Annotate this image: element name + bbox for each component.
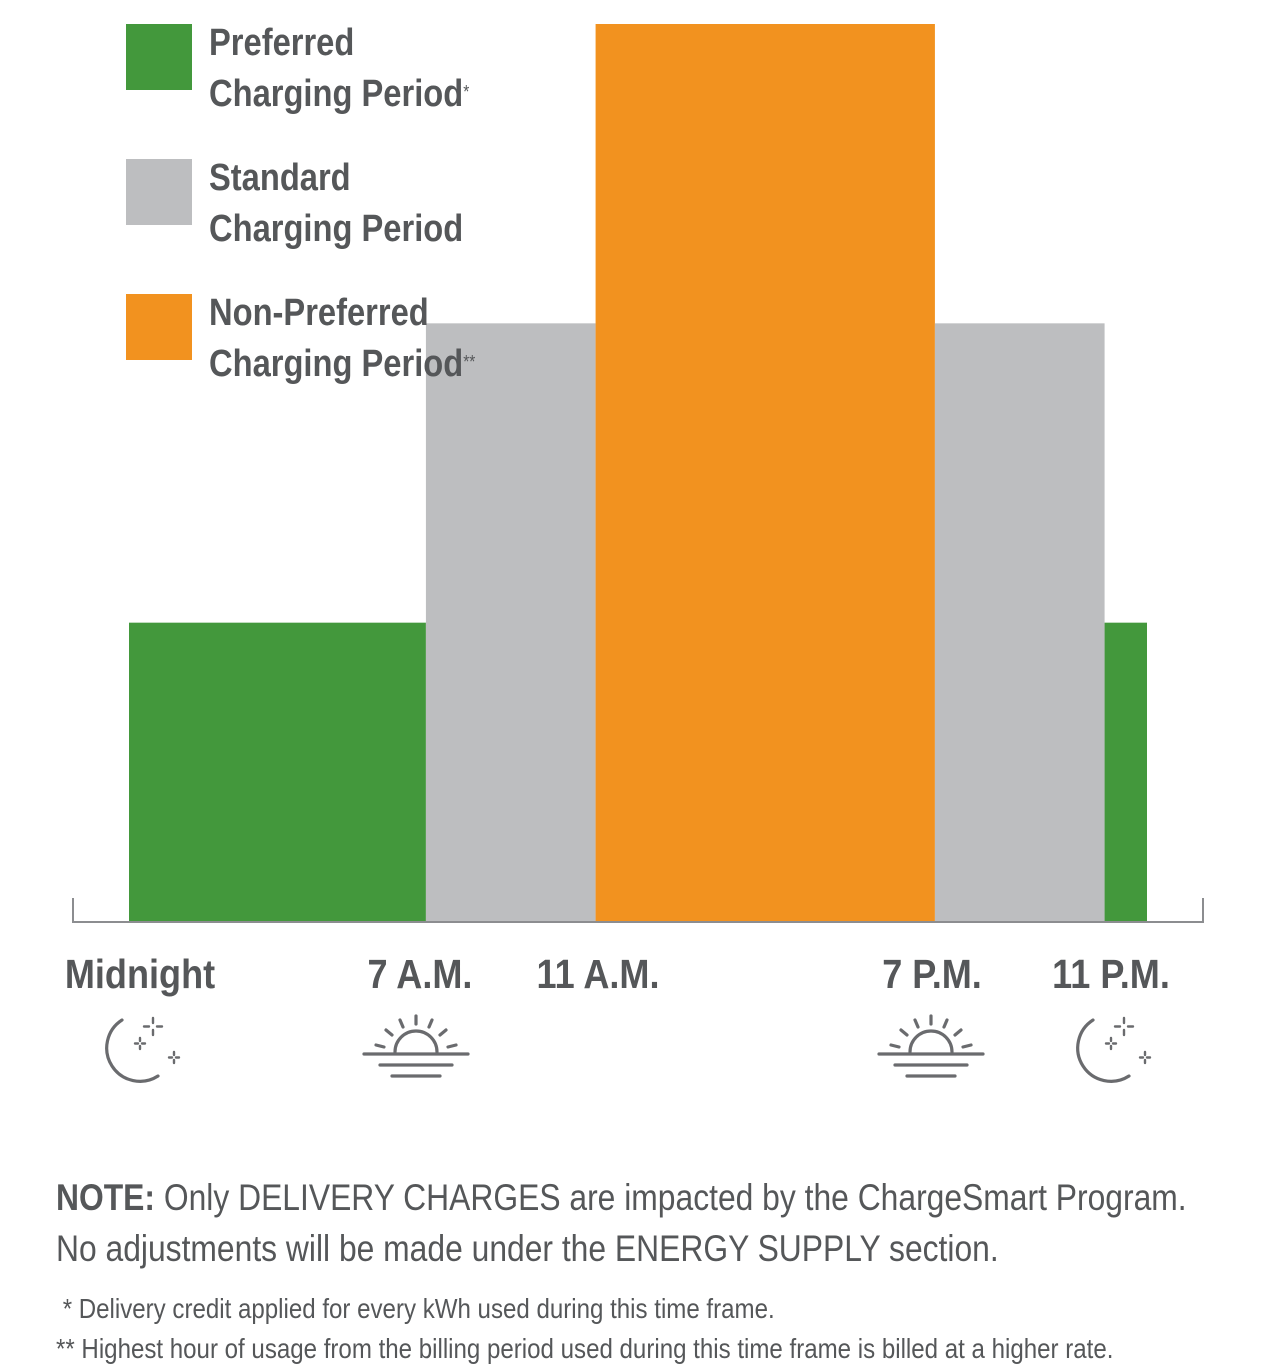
bar-non-preferred-charging-period-2 — [595, 24, 935, 922]
bar-preferred-charging-period-4 — [1104, 622, 1147, 922]
moon-stars-icon — [105, 1016, 181, 1083]
legend-item-standard: Standard Charging Period — [126, 157, 546, 259]
bar-preferred-charging-period-0 — [129, 622, 426, 922]
legend-label-line2: Charging Period** — [209, 343, 476, 385]
legend-footnote-mark: * — [463, 82, 470, 102]
bar-standard-charging-period-1 — [425, 323, 596, 922]
legend-label-line1: Non-Preferred — [209, 292, 429, 334]
legend-label-line1: Standard — [209, 157, 351, 199]
legend-label-standard: Standard Charging Period — [209, 153, 463, 255]
legend-label-line1: Preferred — [209, 22, 355, 64]
note-line-1: NOTE: Only DELIVERY CHARGES are impacted… — [56, 1172, 1187, 1223]
legend-label-line2: Charging Period* — [209, 73, 470, 115]
legend-label-line2: Charging Period — [209, 208, 464, 250]
note-lead: NOTE: — [56, 1177, 155, 1218]
note-text: No adjustments will be made under the — [56, 1228, 615, 1269]
legend-footnote-mark: ** — [463, 352, 476, 372]
note-text: Only — [154, 1177, 239, 1218]
delivery-charges-note: NOTE: Only DELIVERY CHARGES are impacted… — [56, 1172, 1187, 1274]
note-text: section. — [880, 1228, 999, 1269]
footnote-single-asterisk: * Delivery credit applied for every kWh … — [56, 1293, 775, 1324]
x-tick-label-7am: 7 A.M. — [367, 951, 473, 997]
bar-standard-charging-period-3 — [934, 323, 1105, 922]
legend-swatch-preferred — [126, 24, 192, 90]
legend-item-non-preferred: Non-Preferred Charging Period** — [126, 292, 546, 394]
legend-label-non-preferred: Non-Preferred Charging Period** — [209, 288, 475, 390]
sunrise-icon — [362, 1014, 470, 1078]
legend-item-preferred: Preferred Charging Period* — [126, 22, 546, 124]
note-line-2: No adjustments will be made under the EN… — [56, 1223, 1097, 1274]
note-emphasis: ENERGY SUPPLY — [614, 1228, 881, 1269]
x-tick-label-11am: 11 A.M. — [536, 951, 660, 997]
sunset-icon — [877, 1014, 985, 1078]
x-tick-label-7pm: 7 P.M. — [882, 951, 982, 997]
x-tick-label-11pm: 11 P.M. — [1052, 951, 1170, 997]
legend-swatch-standard — [126, 159, 192, 225]
note-text: are impacted by the ChargeSmart Program. — [560, 1177, 1187, 1218]
note-emphasis: DELIVERY CHARGES — [238, 1177, 561, 1218]
x-tick-label-midnight: Midnight — [64, 951, 216, 997]
legend-label-preferred: Preferred Charging Period* — [209, 18, 469, 120]
moon-stars-icon — [1076, 1016, 1152, 1083]
footnote-double-asterisk: ** Highest hour of usage from the billin… — [56, 1333, 1114, 1364]
legend-swatch-non-preferred — [126, 294, 192, 360]
